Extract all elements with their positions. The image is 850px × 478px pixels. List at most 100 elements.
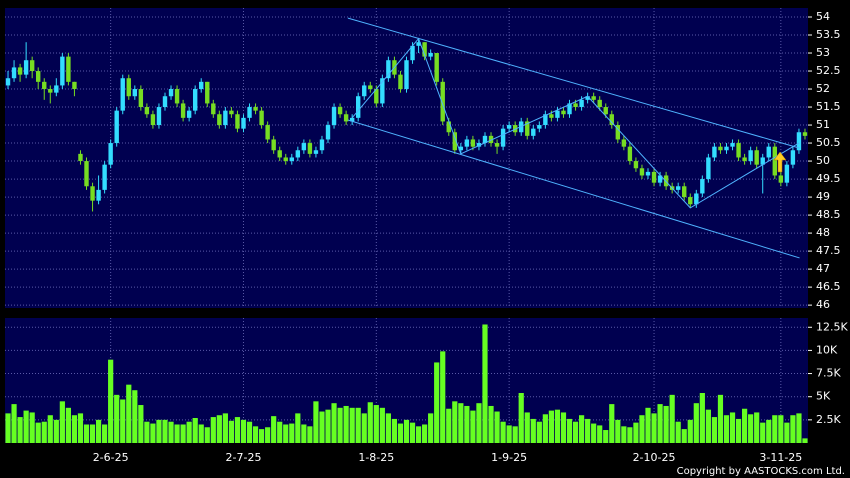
volume-bar [536,421,542,443]
candle-body [476,143,482,147]
candle-body [494,143,500,147]
candle-body [60,56,65,86]
candle-body [434,53,439,82]
volume-bar [41,421,47,443]
volume-bar [560,412,567,443]
y-tick-label: 46 [816,298,830,311]
candle-body [657,175,663,183]
candle-body [223,110,228,126]
candle-body [428,53,433,57]
candle-body [549,114,554,118]
candle-body [525,121,530,136]
candle-body [760,157,765,165]
signal-arrow [773,151,787,173]
volume-bar [11,404,17,443]
candle-body [277,150,282,158]
candle-body [192,89,198,111]
volume-bar [5,413,11,443]
volume-bar [83,424,90,443]
y-tick-label: 47.5 [816,244,841,257]
volume-bar [397,423,404,443]
candle-body [464,139,470,147]
y-tick-label: 46.5 [816,280,841,293]
candle-body [645,171,651,176]
candle-body [597,99,602,108]
candle-body [778,175,784,183]
copyright: Copyright by AASTOCKS.com Ltd. [677,466,845,477]
volume-bar [639,415,645,443]
candle-body [537,125,542,129]
volume-bar [422,424,428,443]
candle-body [736,143,741,158]
volume-bar [772,415,778,443]
volume-bar [198,424,204,443]
candle-body [355,96,361,118]
volume-bar [675,421,681,443]
volume-bar [114,394,120,443]
volume-bar [766,419,772,443]
volume-bar [313,401,319,443]
candle-body [241,117,246,129]
candle-body [144,107,150,115]
y-tick-label: 51 [816,118,830,131]
volume-bar [59,401,65,443]
candle-body [452,132,458,151]
candle-body [247,107,252,118]
volume-bar [385,413,391,443]
candle-body [162,96,168,108]
candle-body [295,150,301,158]
volume-bar [23,410,29,443]
candle-body [742,157,747,162]
x-tick-label: 1-9-25 [491,451,527,464]
volume-bar [494,411,500,443]
volume-bar [283,424,289,443]
candle-body [319,139,325,151]
volume-bar [216,415,222,443]
candle-body [796,132,802,151]
candle-body [482,135,488,144]
candle-body [615,125,621,140]
trend-line [347,119,800,259]
candle-body [265,125,270,140]
volume-bar [373,405,379,443]
candle-body [42,81,47,90]
candle-body [730,143,735,147]
volume-bar [331,403,337,443]
candle-body [259,110,264,126]
candle-body [718,146,723,151]
candle-body [331,107,337,126]
candle-body [168,89,174,97]
candle-body [337,107,343,115]
x-tick-label: 1-8-25 [358,451,394,464]
candle-body [386,60,391,79]
candle-body [790,150,796,165]
volume-bar [711,417,718,443]
candle-body [531,128,536,136]
volume-bar [289,423,295,443]
volume-bar [778,415,784,443]
candle-body [90,186,95,201]
candle-body [313,150,319,154]
volume-bar [530,418,536,443]
volume-bar [349,407,355,443]
candle-body [706,157,711,180]
volume-bar [597,425,603,443]
candle-body [29,60,35,72]
candle-body [48,89,53,93]
volume-bar [210,417,216,443]
volume-bar [476,403,482,443]
volume-bar [440,351,446,443]
candle-body [543,114,548,126]
trend-line [351,37,800,209]
candle-body [108,143,113,165]
volume-bar [29,412,35,443]
v-tick-label: 5K [816,390,831,403]
volume-bar [434,362,440,443]
volume-bar [222,413,228,443]
candle-body [784,164,790,183]
candle-body [488,135,494,144]
candle-body [627,146,633,162]
candle-body [211,103,216,115]
candle-body [102,164,107,190]
